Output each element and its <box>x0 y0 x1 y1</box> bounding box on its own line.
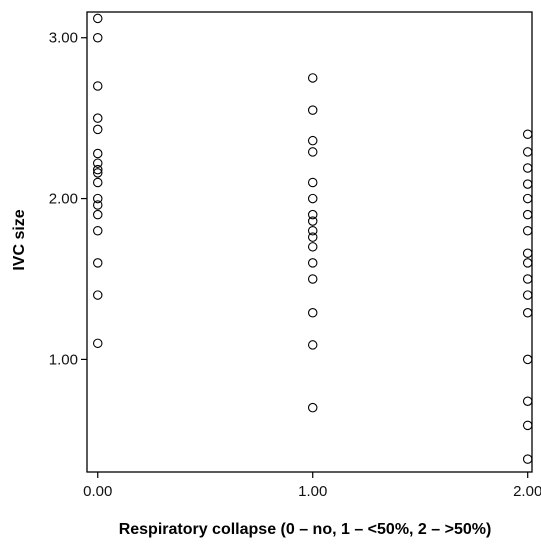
data-point <box>307 147 318 157</box>
data-point <box>307 242 318 252</box>
data-point <box>92 209 103 220</box>
data-point <box>522 163 533 173</box>
data-point <box>522 147 533 157</box>
data-point <box>92 177 103 188</box>
data-point <box>522 225 533 236</box>
x-tick-label: 1.00 <box>298 483 327 500</box>
data-point <box>92 81 103 91</box>
data-point <box>522 179 533 189</box>
data-point <box>522 258 533 268</box>
data-point <box>307 193 318 204</box>
data-point <box>522 354 533 365</box>
data-point <box>307 402 318 413</box>
x-axis-title: Respiratory collapse (0 – no, 1 – <50%, … <box>119 521 492 538</box>
data-point <box>92 193 103 204</box>
data-point <box>522 396 533 406</box>
data-point <box>307 209 318 220</box>
data-point <box>522 420 533 431</box>
data-point <box>92 158 103 168</box>
data-point <box>92 13 103 24</box>
data-point <box>307 216 318 226</box>
data-point <box>92 258 103 268</box>
data-point <box>307 232 318 242</box>
data-point <box>307 274 318 284</box>
x-tick-label: 2.00 <box>513 483 541 500</box>
data-point <box>92 200 103 210</box>
data-point <box>522 209 533 220</box>
data-point <box>307 177 318 188</box>
y-axis: 1.00 2.00 3.00 <box>49 30 87 368</box>
data-point <box>307 135 318 146</box>
data-point <box>92 225 103 236</box>
data-point <box>522 290 533 300</box>
data-point <box>522 308 533 318</box>
data-point <box>92 290 103 300</box>
data-point <box>307 73 318 83</box>
data-point <box>92 338 103 349</box>
data-point <box>522 248 533 259</box>
data-point <box>92 113 103 123</box>
x-tick-label: 0.00 <box>83 483 112 500</box>
plot-frame <box>86 11 533 473</box>
y-axis-title: IVC size <box>11 209 28 270</box>
data-point <box>92 148 103 159</box>
data-point <box>92 32 103 43</box>
data-point <box>522 274 533 284</box>
y-tick-label: 1.00 <box>49 351 78 368</box>
data-point <box>307 308 318 318</box>
y-tick-label: 2.00 <box>49 191 78 208</box>
data-point <box>307 225 318 236</box>
data-point <box>307 258 318 268</box>
data-point <box>522 129 533 139</box>
data-points <box>92 13 533 464</box>
data-point <box>92 124 103 135</box>
data-point <box>307 105 318 115</box>
data-point <box>522 454 533 464</box>
data-point <box>92 168 103 178</box>
data-point <box>522 193 533 204</box>
x-axis: 0.00 1.00 2.00 <box>83 472 541 500</box>
data-point <box>92 164 103 175</box>
y-tick-label: 3.00 <box>49 30 78 47</box>
data-point <box>307 340 318 350</box>
